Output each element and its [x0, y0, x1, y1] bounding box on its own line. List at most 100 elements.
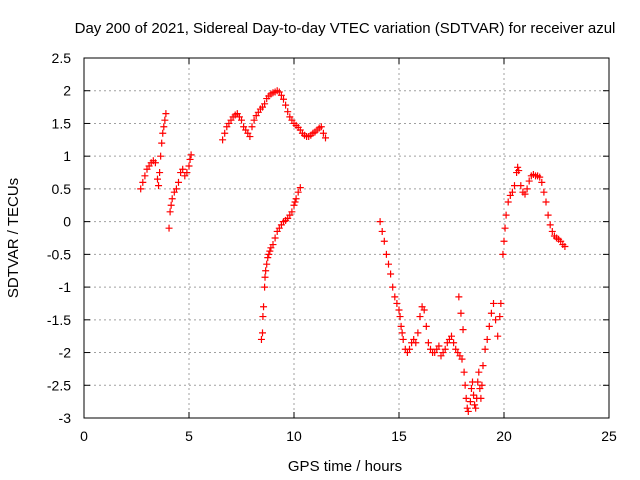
data-point: [250, 116, 258, 124]
y-tick-label: 1.5: [52, 115, 72, 131]
data-point: [186, 155, 194, 163]
y-tick-label: -1: [59, 279, 72, 295]
y-tick-label: -0.5: [47, 246, 71, 262]
data-point: [322, 134, 329, 142]
y-tick-label: 2.5: [52, 50, 72, 66]
data-point: [382, 250, 390, 258]
data-point: [259, 313, 267, 321]
data-point: [282, 101, 290, 109]
data-point: [540, 188, 548, 196]
data-point: [470, 391, 478, 399]
data-point: [460, 368, 468, 376]
data-point: [467, 385, 475, 393]
data-point: [162, 110, 170, 118]
data-point: [455, 293, 463, 301]
data-point: [544, 211, 552, 219]
data-point: [485, 322, 493, 330]
data-points: [137, 87, 569, 415]
y-tick-label: -2.5: [47, 377, 71, 393]
data-point: [246, 133, 254, 141]
data-point: [264, 254, 272, 262]
data-point: [157, 152, 165, 160]
data-point: [387, 270, 395, 278]
data-point: [420, 306, 428, 314]
data-point: [248, 123, 256, 131]
data-point: [284, 108, 292, 116]
data-point: [156, 169, 164, 177]
data-point: [378, 227, 386, 235]
data-point: [458, 355, 466, 363]
data-point: [508, 188, 516, 196]
data-point: [141, 172, 149, 180]
data-point: [185, 162, 193, 170]
data-point: [187, 151, 195, 159]
data-point: [380, 237, 388, 245]
data-point: [260, 303, 268, 311]
data-point: [221, 129, 229, 137]
data-point: [183, 169, 191, 177]
data-point: [385, 260, 392, 268]
data-point: [389, 283, 397, 291]
data-point: [175, 178, 182, 186]
data-point: [499, 250, 507, 258]
plot-frame: [83, 57, 610, 419]
data-point: [441, 345, 449, 353]
data-point: [172, 185, 180, 193]
axis-ticks: [83, 57, 610, 419]
data-point: [179, 165, 187, 173]
data-point: [219, 136, 227, 144]
data-point: [464, 407, 472, 415]
data-point: [259, 329, 266, 337]
data-point: [376, 218, 384, 226]
data-point: [262, 267, 270, 275]
data-point: [271, 234, 279, 242]
data-point: [457, 309, 465, 317]
data-point: [165, 224, 173, 232]
data-point: [492, 316, 500, 324]
data-point: [490, 299, 497, 307]
data-point: [277, 91, 285, 99]
data-point: [542, 198, 550, 206]
data-point: [280, 95, 287, 103]
data-point: [461, 381, 469, 389]
y-tick-label: 0.5: [52, 181, 72, 197]
x-tick-label: 0: [80, 428, 88, 444]
y-axis-label: SDTVAR / TECUs: [5, 178, 22, 298]
data-point: [139, 178, 147, 186]
data-point: [257, 335, 265, 343]
x-tick-label: 20: [496, 428, 512, 444]
data-point: [261, 283, 269, 291]
data-point: [291, 198, 299, 206]
chart-title: Day 200 of 2021, Sidereal Day-to-day VTE…: [75, 20, 616, 37]
data-point: [500, 237, 508, 245]
data-point: [514, 163, 522, 171]
data-point: [435, 342, 443, 350]
data-point: [497, 299, 505, 307]
data-point: [487, 309, 495, 317]
data-point: [395, 306, 403, 314]
data-point: [290, 201, 298, 209]
data-point: [399, 335, 407, 343]
y-tick-label: -3: [59, 410, 72, 426]
data-point: [168, 195, 176, 203]
data-point: [159, 129, 167, 137]
data-point: [466, 398, 474, 406]
data-point: [502, 211, 510, 219]
data-point: [523, 185, 531, 193]
x-tick-label: 10: [286, 428, 302, 444]
data-point: [521, 190, 529, 198]
x-tick-label: 5: [185, 428, 193, 444]
data-point: [288, 208, 296, 216]
data-point: [265, 250, 273, 258]
data-point: [474, 378, 482, 386]
x-tick-label: 15: [391, 428, 407, 444]
x-tick-labels: 0 5 10 15 20 25: [80, 428, 617, 444]
data-point: [391, 293, 399, 301]
data-point: [504, 198, 512, 206]
data-point: [158, 139, 166, 147]
data-point: [396, 313, 404, 321]
y-tick-label: -1.5: [47, 312, 71, 328]
data-point: [536, 173, 544, 181]
data-point: [525, 177, 533, 185]
